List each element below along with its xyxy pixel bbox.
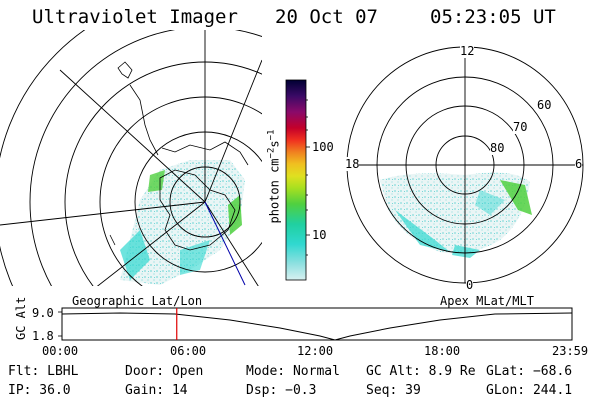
status-ip: IP: 36.0 — [8, 383, 71, 398]
mlat-label-80: 80 — [490, 141, 505, 155]
apex-aurora-cyan — [395, 210, 450, 252]
timeline-graphic — [58, 307, 573, 341]
mlat-label-70: 70 — [513, 120, 528, 134]
apex-aurora-bright — [500, 180, 532, 215]
geographic-map — [0, 30, 262, 286]
mlat-label-60: 60 — [537, 98, 552, 112]
timeline-y-bottom: 1.8 — [32, 329, 54, 343]
geo-aurora-cyan — [120, 230, 150, 280]
timeline-tick-3: 18:00 — [424, 344, 461, 358]
status-filter: Flt: LBHL — [8, 364, 79, 379]
timeline-tick-1: 06:00 — [170, 344, 207, 358]
status-gain: Gain: 14 — [125, 383, 188, 398]
colorbar: 100 10 photon cm−2s−1 — [262, 75, 334, 285]
timeline-tick-0: 00:00 — [42, 344, 79, 358]
colorbar-tick-10: 10 — [312, 228, 327, 242]
status-glon: GLon: 244.1 — [486, 383, 573, 398]
geo-coastline — [129, 84, 159, 156]
apex-panel-label: Apex MLat/MLT — [440, 294, 534, 308]
colorbar-unit-sup1: −2 — [266, 147, 277, 159]
apex-polar-plot — [346, 46, 584, 284]
mlt-label-18: 18 — [345, 157, 360, 171]
geo-coastline — [161, 141, 249, 166]
status-dsp: Dsp: −0.3 — [246, 383, 317, 398]
timeline-tick-2: 12:00 — [297, 344, 334, 358]
apex-aurora-cyan — [475, 190, 505, 215]
status-door: Door: Open — [125, 364, 204, 379]
altitude-timeline: GC Alt 9.0 1.8 00:00 06:00 12:00 18:00 2… — [0, 296, 600, 358]
timeline-y-top: 9.0 — [32, 306, 54, 320]
colorbar-unit-mid: s — [267, 140, 282, 148]
colorbar-unit-label: photon cm−2s−1 — [267, 97, 282, 257]
geo-coastline — [117, 61, 133, 79]
colorbar-unit-main: photon cm — [267, 158, 282, 224]
timeline-tick-4: 23:59 — [552, 344, 589, 358]
observation-date: 20 Oct 07 — [275, 6, 378, 28]
geo-coastline — [109, 234, 116, 246]
mlt-label-0: 0 — [466, 278, 474, 292]
geo-footprint-line — [204, 201, 246, 286]
instrument-title: Ultraviolet Imager — [32, 6, 238, 28]
altitude-curve — [61, 312, 573, 341]
geo-panel-label: Geographic Lat/Lon — [72, 294, 203, 308]
status-seq: Seq: 39 — [366, 383, 421, 398]
apex-aurora-cyan — [452, 245, 480, 258]
geo-aurora-bright — [148, 170, 165, 192]
status-gc-alt: GC Alt: 8.9 Re — [366, 364, 476, 379]
status-mode: Mode: Normal — [246, 364, 340, 379]
colorbar-unit-sup2: −1 — [266, 129, 277, 141]
mlt-label-6: 6 — [575, 157, 583, 171]
observation-time: 05:23:05 UT — [430, 6, 556, 28]
status-glat: GLat: −68.6 — [486, 364, 573, 379]
mlt-label-12: 12 — [460, 44, 475, 58]
colorbar-graphic — [285, 79, 310, 281]
timeline-axis-label: GC Alt — [14, 296, 28, 340]
geo-coastline — [159, 169, 236, 251]
colorbar-tick-100: 100 — [312, 140, 334, 154]
